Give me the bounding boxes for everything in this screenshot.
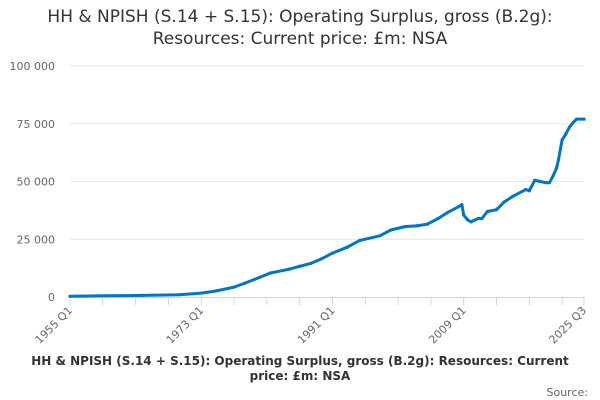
data-point	[425, 222, 429, 226]
source-label: Source:	[546, 386, 589, 399]
data-point	[199, 291, 203, 295]
x-tick-label: 2009 Q1	[426, 304, 469, 347]
data-point	[330, 251, 335, 255]
data-point	[445, 211, 449, 215]
data-point	[476, 216, 480, 221]
data-point	[511, 194, 515, 198]
data-point	[308, 261, 313, 266]
series-line	[68, 117, 586, 298]
data-point	[502, 200, 506, 204]
data-point	[560, 138, 564, 142]
y-tick-label: 100 000	[10, 60, 56, 73]
data-point	[414, 224, 418, 228]
data-point	[485, 209, 489, 214]
data-point	[177, 293, 181, 297]
data-point	[469, 220, 473, 224]
data-point	[556, 157, 561, 162]
data-point	[456, 205, 460, 209]
data-point	[345, 245, 349, 249]
x-tick-label: 2025 Q3	[547, 304, 590, 347]
y-tick-label: 75 000	[17, 118, 56, 131]
data-point	[575, 117, 579, 121]
data-point	[460, 203, 464, 207]
data-point	[378, 234, 382, 238]
data-point	[582, 117, 586, 121]
data-point	[298, 264, 302, 268]
data-point	[319, 257, 324, 261]
chart-caption: HH & NPISH (S.14 + S.15): Operating Surp…	[31, 354, 569, 383]
data-point	[462, 213, 466, 217]
data-point	[403, 224, 407, 229]
data-point	[564, 132, 568, 136]
data-point	[214, 289, 218, 293]
data-point	[538, 179, 542, 184]
data-point	[551, 174, 555, 178]
data-point	[104, 294, 109, 298]
data-point	[527, 189, 531, 193]
y-tick-label: 50 000	[17, 176, 56, 189]
data-point	[494, 208, 499, 212]
data-point	[480, 216, 484, 221]
y-tick-label: 0	[48, 291, 55, 304]
data-point	[544, 181, 548, 185]
chart-title: HH & NPISH (S.14 + S.15): Operating Surp…	[47, 7, 553, 49]
x-tick-label: 1955 Q1	[33, 304, 76, 347]
data-point	[268, 271, 273, 275]
data-point	[287, 267, 291, 271]
data-point	[141, 293, 145, 297]
data-point	[465, 218, 469, 222]
data-point	[243, 281, 247, 285]
data-point	[555, 166, 559, 170]
data-point	[68, 294, 72, 298]
data-point	[257, 275, 262, 279]
data-point	[524, 187, 528, 192]
data-point	[232, 285, 236, 289]
y-tick-label: 25 000	[17, 233, 56, 246]
data-point	[358, 238, 362, 243]
x-tick-label: 1991 Q1	[295, 304, 338, 347]
data-point	[567, 125, 572, 129]
data-point	[547, 181, 551, 185]
data-point	[533, 178, 537, 182]
data-point	[389, 228, 393, 232]
data-point	[571, 120, 575, 125]
data-point	[436, 216, 440, 221]
x-tick-label: 1973 Q1	[164, 304, 207, 347]
